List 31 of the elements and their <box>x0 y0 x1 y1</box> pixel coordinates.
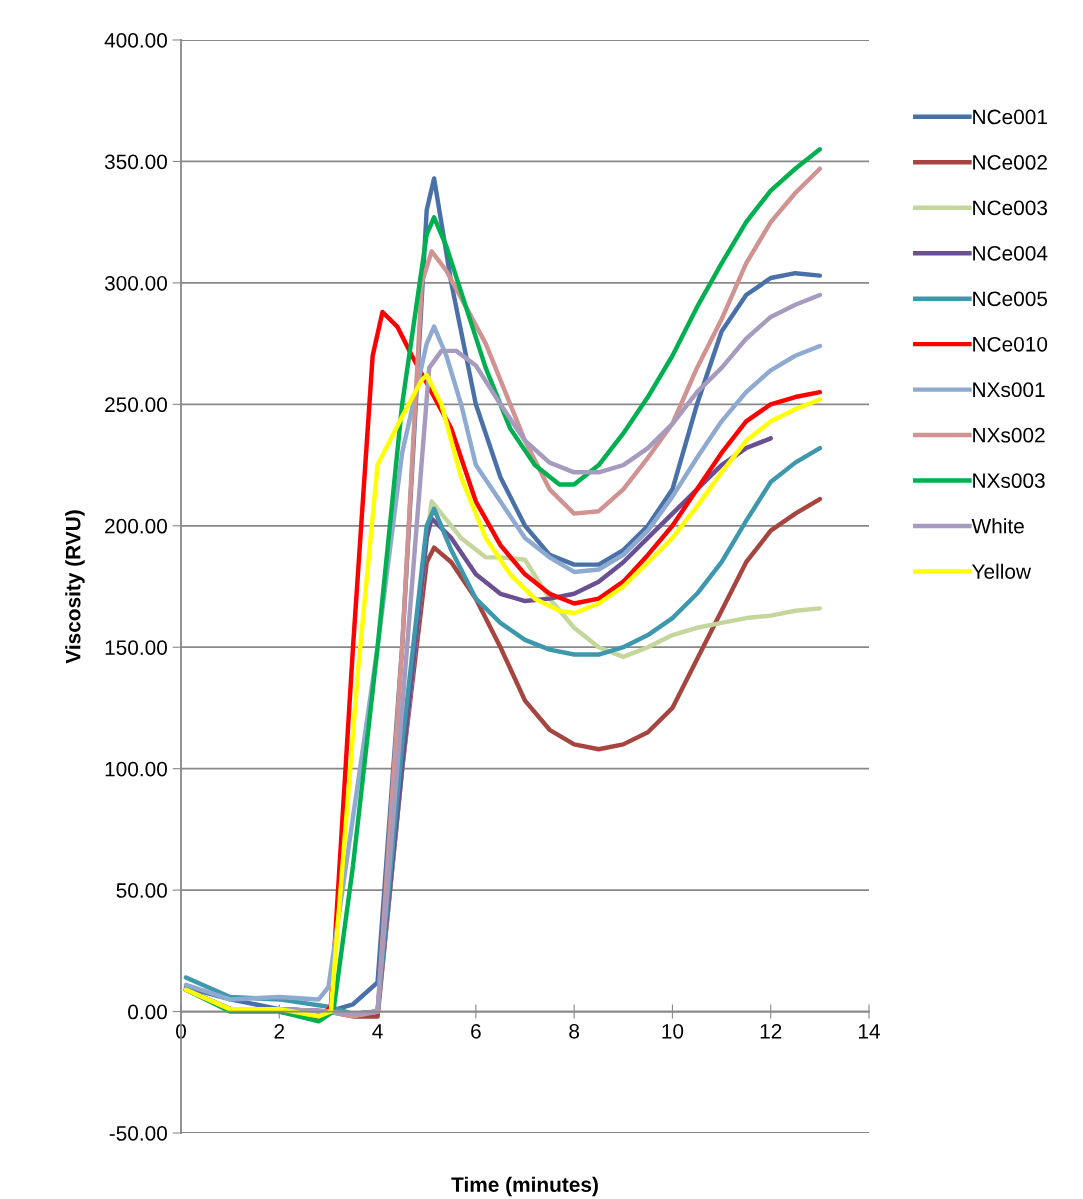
legend-label: NCe010 <box>973 336 1048 352</box>
x-tick-label: 6 <box>471 1023 481 1039</box>
legend-label: NXs002 <box>973 427 1045 443</box>
y-tick-label: 350.00 <box>104 154 167 170</box>
x-tick-label: 12 <box>760 1023 782 1039</box>
x-axis-title: Time (minutes) <box>451 1176 598 1197</box>
y-tick-label: 300.00 <box>104 275 167 291</box>
legend-label: NCe001 <box>973 109 1047 125</box>
y-tick-label: -50.00 <box>109 1126 167 1141</box>
x-tick-label: 10 <box>662 1023 684 1039</box>
x-tick-label: 4 <box>372 1024 383 1039</box>
x-tick-label: 14 <box>859 1024 880 1039</box>
legend-label: NXs001 <box>973 382 1045 398</box>
legend-label: Yellow <box>971 563 1032 579</box>
y-tick-label: 100.00 <box>105 761 167 777</box>
y-tick-label: 50.00 <box>116 883 167 898</box>
legend-label: White <box>971 518 1024 534</box>
legend-label: NCe002 <box>973 155 1047 170</box>
x-tick-label: 0 <box>176 1023 186 1039</box>
x-tick-label: 2 <box>274 1023 285 1039</box>
y-tick-label: 0.00 <box>128 1004 167 1020</box>
legend-label: NCe003 <box>973 200 1048 216</box>
y-tick-label: 250.00 <box>105 397 167 413</box>
y-tick-label: 200.00 <box>105 518 167 534</box>
y-axis-title: Viscosity (RVU) <box>65 510 85 664</box>
legend-label: NCe004 <box>973 245 1048 261</box>
x-tick-label: 8 <box>569 1023 580 1039</box>
legend-label: NXs003 <box>973 473 1045 489</box>
legend-label: NCe005 <box>973 291 1048 307</box>
y-tick-label: 400.00 <box>104 33 167 48</box>
y-tick-label: 150.00 <box>105 640 167 655</box>
